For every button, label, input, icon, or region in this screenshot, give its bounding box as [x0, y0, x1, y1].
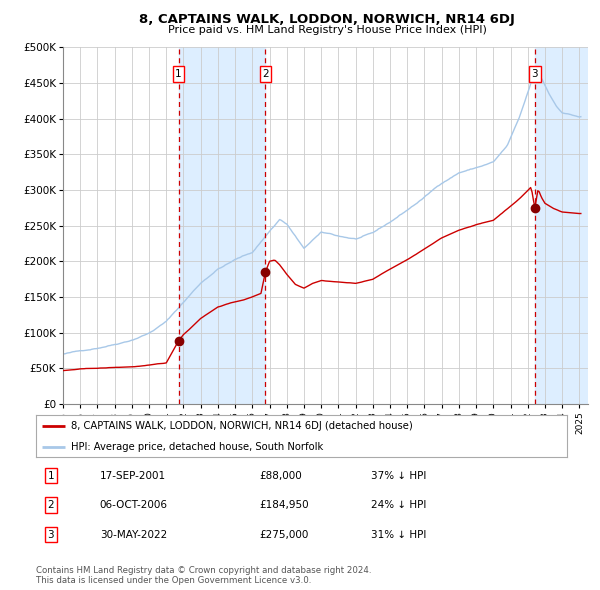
Text: 8, CAPTAINS WALK, LODDON, NORWICH, NR14 6DJ (detached house): 8, CAPTAINS WALK, LODDON, NORWICH, NR14 … [71, 421, 412, 431]
Text: This data is licensed under the Open Government Licence v3.0.: This data is licensed under the Open Gov… [36, 576, 311, 585]
Text: Contains HM Land Registry data © Crown copyright and database right 2024.: Contains HM Land Registry data © Crown c… [36, 566, 371, 575]
Text: 2: 2 [262, 69, 269, 79]
Text: 3: 3 [47, 530, 54, 539]
Text: 06-OCT-2006: 06-OCT-2006 [100, 500, 168, 510]
Text: 2: 2 [47, 500, 54, 510]
Bar [535, 47, 588, 404]
Text: £88,000: £88,000 [259, 471, 302, 480]
Text: 3: 3 [532, 69, 538, 79]
Text: 17-SEP-2001: 17-SEP-2001 [100, 471, 166, 480]
Text: £184,950: £184,950 [259, 500, 308, 510]
Text: 1: 1 [175, 69, 182, 79]
Text: 1: 1 [47, 471, 54, 480]
Text: £275,000: £275,000 [259, 530, 308, 539]
Text: 31% ↓ HPI: 31% ↓ HPI [371, 530, 426, 539]
Bar [179, 47, 265, 404]
Text: 8, CAPTAINS WALK, LODDON, NORWICH, NR14 6DJ: 8, CAPTAINS WALK, LODDON, NORWICH, NR14 … [139, 13, 515, 26]
Text: HPI: Average price, detached house, South Norfolk: HPI: Average price, detached house, Sout… [71, 442, 323, 451]
Text: Price paid vs. HM Land Registry's House Price Index (HPI): Price paid vs. HM Land Registry's House … [167, 25, 487, 35]
Text: 30-MAY-2022: 30-MAY-2022 [100, 530, 167, 539]
Text: 37% ↓ HPI: 37% ↓ HPI [371, 471, 426, 480]
Text: 24% ↓ HPI: 24% ↓ HPI [371, 500, 426, 510]
